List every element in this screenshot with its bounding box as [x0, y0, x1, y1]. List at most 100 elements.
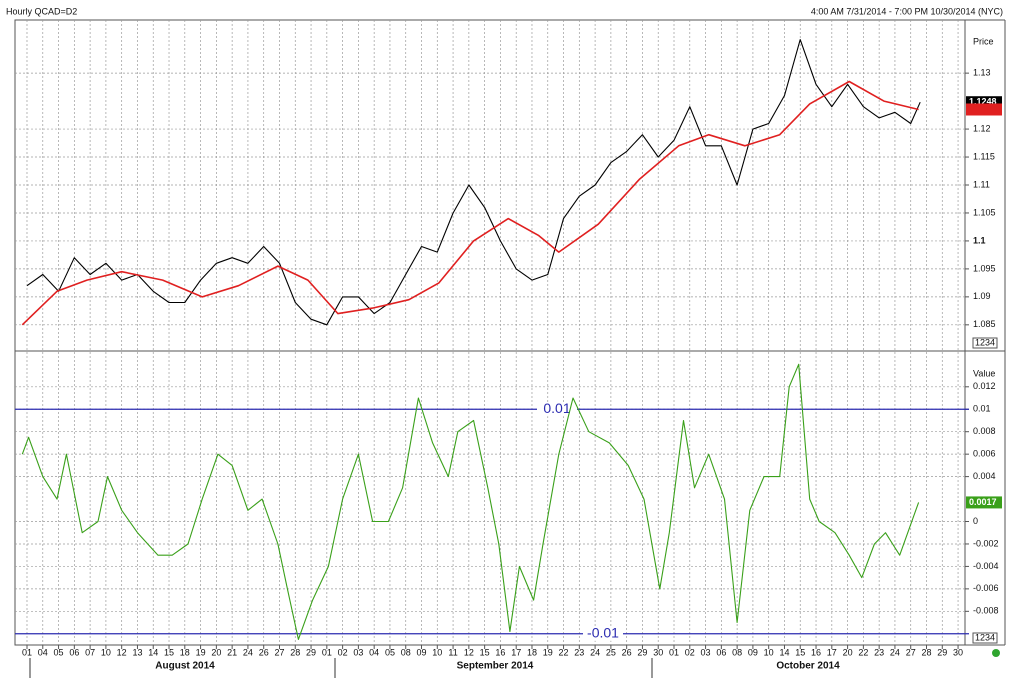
x-tick-label: 14 — [148, 647, 158, 657]
level-label-bg — [583, 626, 623, 641]
level-label: 0.01 — [543, 400, 570, 416]
x-tick-label: 06 — [69, 647, 79, 657]
y-tick-label: -0.004 — [973, 561, 999, 571]
x-tick-label: 07 — [85, 647, 95, 657]
x-tick-label: 02 — [338, 647, 348, 657]
x-tick-label: 05 — [385, 647, 395, 657]
scale-box-label: 1234 — [975, 632, 995, 642]
x-tick-label: 20 — [211, 647, 221, 657]
y-tick-label: 1.105 — [973, 207, 996, 217]
y-tick-label: -0.008 — [973, 606, 999, 616]
y-tick-label: 0.008 — [973, 426, 996, 436]
y-tick-label: 0.01 — [973, 404, 991, 414]
x-tick-label: 04 — [369, 647, 379, 657]
scale-box — [972, 337, 998, 349]
x-tick-label: 29 — [637, 647, 647, 657]
x-tick-label: 28 — [290, 647, 300, 657]
y-tick-label: 1.095 — [973, 263, 996, 273]
x-tick-label: 01 — [22, 647, 32, 657]
last-value-label: 0.0017 — [969, 497, 997, 507]
x-tick-label: 18 — [527, 647, 537, 657]
x-tick-label: 15 — [164, 647, 174, 657]
y-tick-label: 0 — [973, 516, 978, 526]
x-tick-label: 19 — [543, 647, 553, 657]
series-line — [21, 80, 919, 326]
y-tick-label: 1.1 — [973, 235, 986, 245]
x-tick-label: 03 — [353, 647, 363, 657]
x-tick-label: 21 — [227, 647, 237, 657]
status-dot — [992, 649, 1000, 657]
x-tick-label: 17 — [511, 647, 521, 657]
x-tick-label: 03 — [701, 647, 711, 657]
x-tick-label: 24 — [590, 647, 600, 657]
x-tick-label: 27 — [274, 647, 284, 657]
month-label: September 2014 — [457, 661, 534, 672]
month-label: August 2014 — [155, 661, 215, 672]
x-tick-label: 16 — [811, 647, 821, 657]
x-tick-label: 22 — [858, 647, 868, 657]
y-tick-label: 1.085 — [973, 319, 996, 329]
x-tick-label: 06 — [716, 647, 726, 657]
x-tick-label: 12 — [464, 647, 474, 657]
x-tick-label: 30 — [653, 647, 663, 657]
x-tick-label: 10 — [101, 647, 111, 657]
x-tick-label: 05 — [54, 647, 64, 657]
y-tick-label: 0.004 — [973, 471, 996, 481]
last-value-label: 1.1248 — [969, 97, 997, 107]
x-tick-label: 24 — [243, 647, 253, 657]
y-tick-label: 1.12 — [973, 123, 991, 133]
x-tick-label: 15 — [795, 647, 805, 657]
x-tick-label: 23 — [574, 647, 584, 657]
x-tick-label: 20 — [843, 647, 853, 657]
level-label-bg — [537, 402, 577, 417]
x-tick-label: 08 — [401, 647, 411, 657]
x-tick-label: 10 — [764, 647, 774, 657]
x-tick-label: 17 — [827, 647, 837, 657]
y-tick-label: 1.115 — [973, 151, 995, 161]
y-tick-label: -0.002 — [973, 538, 999, 548]
y-tick-label: 0.006 — [973, 449, 996, 459]
y-tick-label: 1.13 — [973, 68, 991, 78]
x-tick-label: 19 — [196, 647, 206, 657]
month-label: October 2014 — [776, 661, 840, 672]
x-tick-label: 16 — [495, 647, 505, 657]
x-tick-label: 24 — [890, 647, 900, 657]
y-tick-label: -0.006 — [973, 583, 999, 593]
y-axis-title: Price — [973, 36, 994, 46]
date-range: 4:00 AM 7/31/2014 - 7:00 PM 10/30/2014 (… — [811, 6, 1003, 16]
y-axis-title: Value — [973, 368, 995, 378]
x-tick-label: 09 — [748, 647, 758, 657]
series-line — [26, 39, 921, 326]
scale-box — [972, 632, 998, 644]
x-tick-label: 15 — [480, 647, 490, 657]
x-tick-label: 26 — [622, 647, 632, 657]
last-value-badge — [966, 103, 1002, 116]
x-tick-label: 29 — [937, 647, 947, 657]
chart-title: Hourly QCAD=D2 — [6, 6, 77, 16]
x-tick-label: 11 — [448, 647, 457, 657]
x-tick-label: 01 — [322, 647, 332, 657]
last-value-badge — [966, 496, 1002, 509]
x-tick-label: 27 — [906, 647, 916, 657]
x-tick-label: 10 — [432, 647, 442, 657]
x-tick-label: 02 — [685, 647, 695, 657]
x-tick-label: 18 — [180, 647, 190, 657]
series-line — [21, 363, 920, 640]
level-label: -0.01 — [587, 624, 619, 640]
x-tick-label: 28 — [921, 647, 931, 657]
x-tick-label: 01 — [669, 647, 679, 657]
x-tick-label: 30 — [953, 647, 963, 657]
scale-box-label: 1234 — [975, 337, 995, 347]
x-tick-label: 25 — [606, 647, 616, 657]
x-tick-label: 08 — [732, 647, 742, 657]
x-tick-label: 09 — [417, 647, 427, 657]
y-tick-label: 1.09 — [973, 291, 991, 301]
x-tick-label: 12 — [117, 647, 127, 657]
y-tick-label: 0.012 — [973, 381, 996, 391]
x-tick-label: 29 — [306, 647, 316, 657]
x-tick-label: 26 — [259, 647, 269, 657]
x-tick-label: 22 — [559, 647, 569, 657]
x-tick-label: 13 — [132, 647, 142, 657]
